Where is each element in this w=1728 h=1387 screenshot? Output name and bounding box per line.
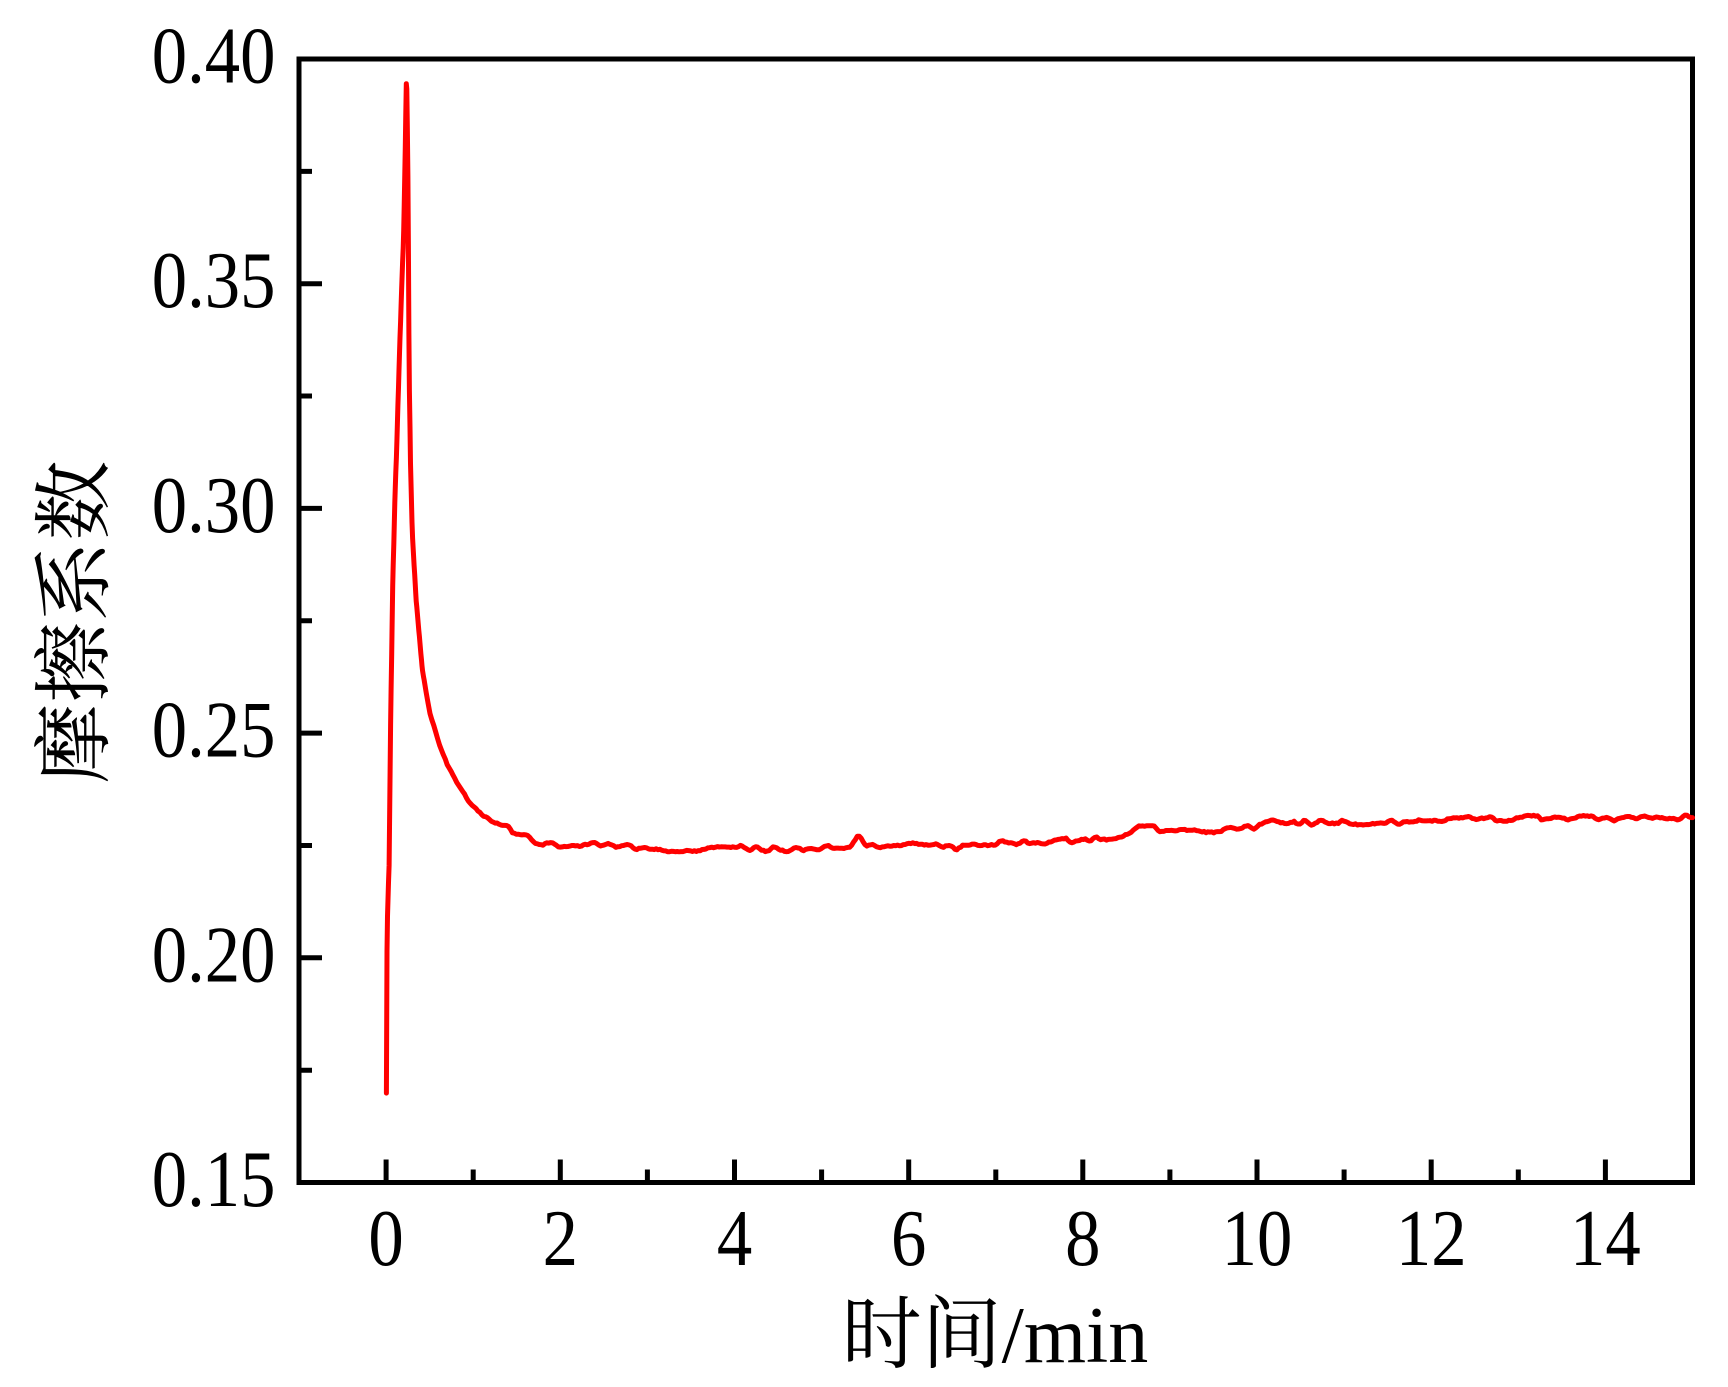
svg-text:0.20: 0.20 (152, 911, 276, 999)
svg-text:8: 8 (1065, 1195, 1100, 1283)
svg-text:6: 6 (891, 1195, 926, 1283)
svg-text:/min: /min (1002, 1292, 1149, 1380)
svg-text:4: 4 (717, 1195, 752, 1283)
svg-text:2: 2 (543, 1195, 578, 1283)
svg-text:12: 12 (1396, 1195, 1467, 1283)
svg-text:0.35: 0.35 (152, 237, 276, 325)
svg-text:0.25: 0.25 (152, 687, 276, 775)
svg-text:0: 0 (368, 1195, 403, 1283)
svg-text:0.40: 0.40 (152, 13, 276, 101)
svg-text:0.30: 0.30 (152, 462, 276, 550)
svg-text:14: 14 (1570, 1195, 1641, 1283)
svg-text:0.15: 0.15 (152, 1136, 276, 1224)
svg-text:10: 10 (1222, 1195, 1293, 1283)
